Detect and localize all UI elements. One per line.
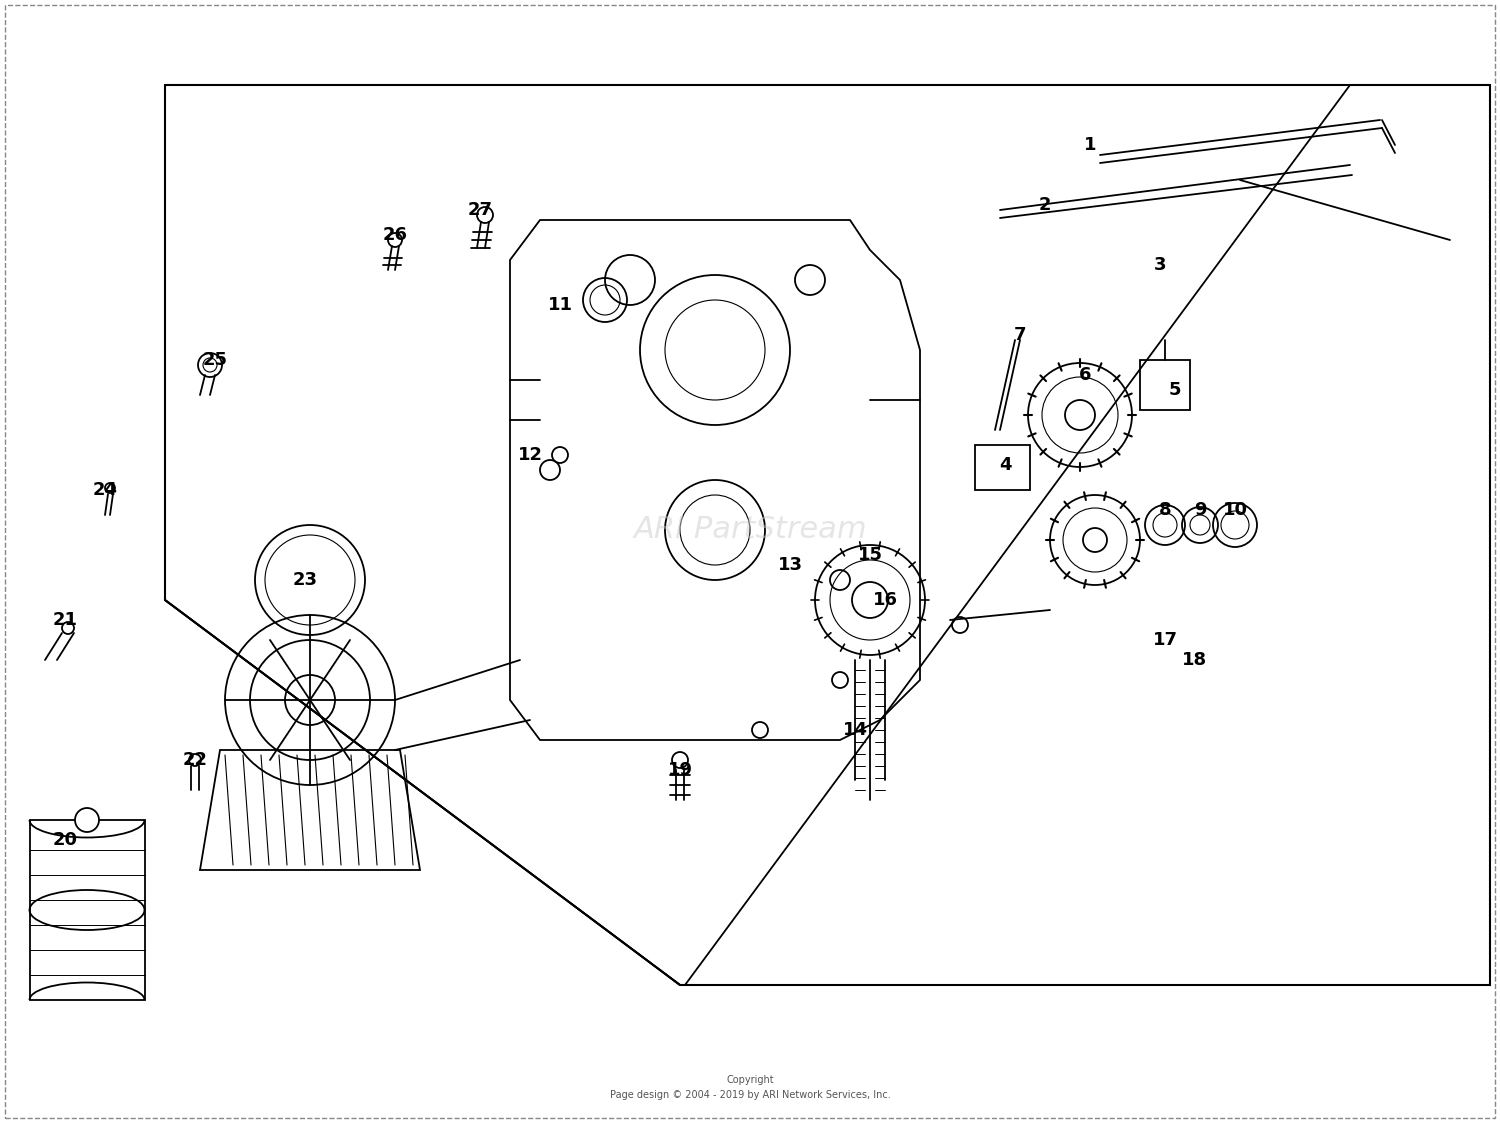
Text: 21: 21 — [53, 611, 78, 629]
Text: 2: 2 — [1038, 197, 1052, 214]
Text: 22: 22 — [183, 751, 207, 769]
Text: 5: 5 — [1168, 381, 1182, 399]
Text: 10: 10 — [1222, 501, 1248, 519]
Text: 12: 12 — [518, 446, 543, 464]
Text: 3: 3 — [1154, 256, 1167, 274]
Text: 14: 14 — [843, 721, 867, 739]
Text: 1: 1 — [1083, 136, 1096, 154]
Text: Page design © 2004 - 2019 by ARI Network Services, Inc.: Page design © 2004 - 2019 by ARI Network… — [609, 1090, 891, 1101]
Text: 8: 8 — [1158, 501, 1172, 519]
Text: ARI PartStream: ARI PartStream — [633, 515, 867, 545]
Text: 18: 18 — [1182, 651, 1208, 669]
Text: 4: 4 — [999, 456, 1011, 474]
Text: 19: 19 — [668, 761, 693, 779]
Text: 25: 25 — [202, 351, 228, 369]
Text: 16: 16 — [873, 591, 897, 609]
Text: 9: 9 — [1194, 501, 1206, 519]
Text: 23: 23 — [292, 570, 318, 588]
Text: 15: 15 — [858, 546, 882, 564]
Text: 13: 13 — [777, 556, 802, 574]
Text: 27: 27 — [468, 201, 492, 219]
Text: 17: 17 — [1152, 631, 1178, 649]
Text: 11: 11 — [548, 296, 573, 314]
Text: 7: 7 — [1014, 326, 1026, 344]
Text: 6: 6 — [1078, 366, 1090, 384]
Text: Copyright: Copyright — [726, 1075, 774, 1085]
Circle shape — [75, 809, 99, 832]
Text: 26: 26 — [382, 226, 408, 244]
Text: 24: 24 — [93, 481, 117, 499]
Text: 20: 20 — [53, 831, 78, 849]
